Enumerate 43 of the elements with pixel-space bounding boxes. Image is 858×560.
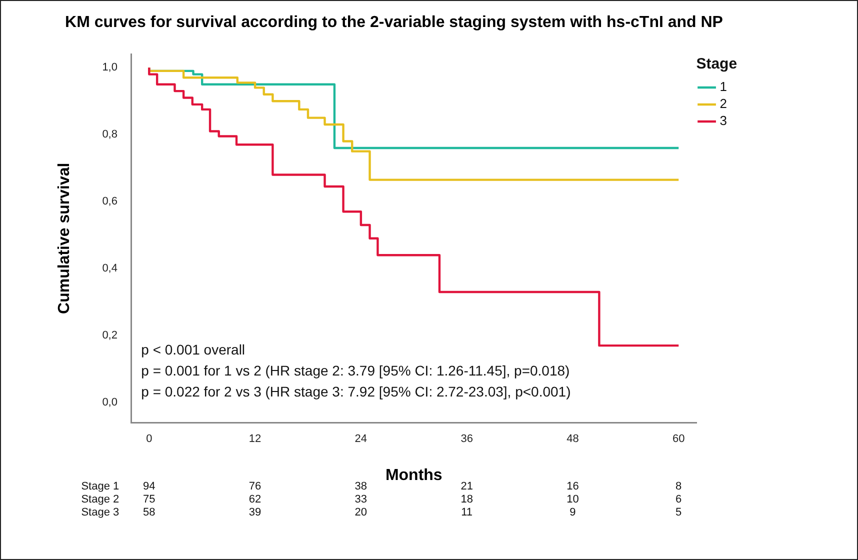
x-tick-label: 48 [566, 433, 579, 446]
text: 62 [248, 494, 262, 506]
x-tick-label: 0 [146, 433, 152, 446]
text: 38 [354, 480, 368, 493]
text: 16 [566, 480, 579, 493]
legend-label: 2 [720, 96, 728, 112]
x-tick-label: 36 [460, 433, 473, 446]
y-tick-label: 1,0 [102, 62, 118, 74]
y-axis-title: Cumulative survival [56, 162, 74, 314]
x-tick-label: 24 [354, 433, 368, 446]
y-tick-label: 0,8 [102, 128, 118, 141]
chart-title: KM curves for survival according to the 2-variable staging system with hs-cTnI and NP [65, 14, 724, 32]
y-tick-label: 0,2 [102, 330, 118, 342]
annotation: p = 0.001 for 1 vs 2 (HR stage 2: 3.79 [95% CI: 1.26-11.45], p=0.018) [141, 362, 570, 379]
text: 6 [676, 494, 682, 506]
y-tick-label: 0,0 [102, 396, 118, 409]
x-tick-label: 60 [672, 433, 685, 446]
x-tick-label: 12 [248, 433, 262, 446]
text: 10 [566, 494, 579, 506]
y-tick-label: 0,4 [102, 262, 118, 275]
text: 11 [461, 506, 473, 519]
text: 8 [676, 480, 682, 493]
annotation: p = 0.022 for 2 vs 3 (HR stage 3: 7.92 [95% CI: 2.72-23.03], p<0.001) [141, 384, 571, 400]
text: 18 [460, 494, 473, 506]
text: 20 [354, 506, 368, 519]
text: 75 [143, 494, 156, 506]
y-tick-label: 0,6 [102, 196, 118, 208]
x-axis-title: Months [385, 466, 442, 484]
text: 5 [676, 506, 682, 519]
annotation: p < 0.001 overall [141, 342, 246, 358]
text: 58 [143, 506, 156, 519]
legend-title: Stage [696, 56, 738, 73]
text: 33 [354, 494, 368, 506]
text: Stage 3 [81, 506, 120, 519]
legend-label: 1 [720, 79, 728, 94]
legend-label: 3 [720, 113, 728, 128]
text: 39 [248, 506, 262, 519]
text: 9 [570, 506, 576, 519]
text: 94 [143, 480, 156, 493]
text: Stage 2 [81, 494, 120, 506]
text: 21 [460, 480, 473, 493]
text: 76 [248, 480, 262, 493]
text: Stage 1 [81, 480, 120, 493]
